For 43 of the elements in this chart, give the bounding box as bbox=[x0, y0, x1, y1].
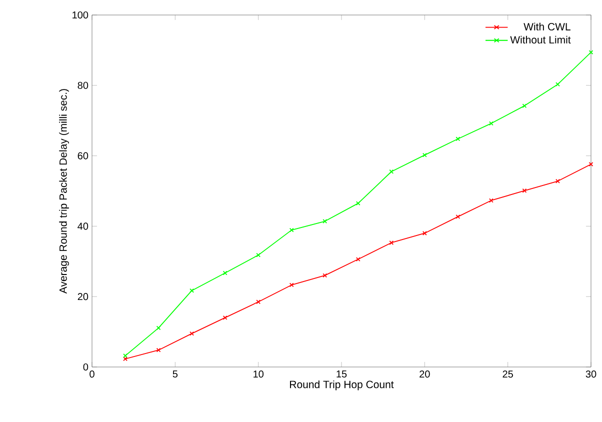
point bbox=[456, 136, 460, 142]
point bbox=[190, 288, 194, 293]
x-axis-title: Round Trip Hop Count bbox=[290, 380, 394, 390]
y-axis-title: Average Round trip Packet Delay (milli sec.) bbox=[59, 89, 69, 294]
point bbox=[356, 257, 360, 262]
point bbox=[222, 270, 228, 276]
x-tick-label: 10 bbox=[254, 370, 264, 378]
point bbox=[389, 240, 394, 245]
point bbox=[222, 315, 228, 320]
point bbox=[488, 121, 494, 126]
point bbox=[256, 252, 261, 258]
point bbox=[156, 348, 161, 352]
point bbox=[156, 326, 161, 330]
point bbox=[522, 188, 527, 193]
y-tick-label: 20 bbox=[78, 293, 88, 300]
x-tick-label: 0 bbox=[90, 370, 94, 378]
point bbox=[322, 273, 328, 278]
point bbox=[256, 300, 261, 304]
x-tick-label: 15 bbox=[336, 370, 347, 378]
point bbox=[522, 104, 527, 108]
point bbox=[422, 231, 427, 236]
legend-label: With CWL bbox=[524, 22, 570, 30]
point bbox=[322, 219, 328, 224]
y-tick-label: 60 bbox=[78, 152, 88, 160]
x-tick-label: 20 bbox=[420, 370, 430, 378]
point bbox=[488, 198, 494, 203]
point bbox=[190, 331, 194, 336]
y-tick-label: 40 bbox=[78, 222, 88, 230]
point bbox=[389, 169, 394, 174]
point bbox=[356, 201, 360, 206]
y-tick-label: 100 bbox=[72, 11, 88, 19]
point bbox=[556, 178, 560, 184]
y-tick-label: 0 bbox=[83, 363, 88, 371]
point bbox=[289, 228, 294, 232]
x-tick-label: 25 bbox=[502, 370, 513, 378]
point bbox=[556, 82, 560, 87]
point bbox=[456, 214, 460, 219]
x-tick-label: 5 bbox=[172, 370, 178, 378]
y-tick-label: 80 bbox=[78, 82, 88, 89]
point bbox=[422, 152, 427, 158]
point bbox=[289, 282, 294, 288]
legend-label: Without Limit bbox=[510, 36, 571, 44]
x-tick-label: 30 bbox=[586, 370, 596, 378]
